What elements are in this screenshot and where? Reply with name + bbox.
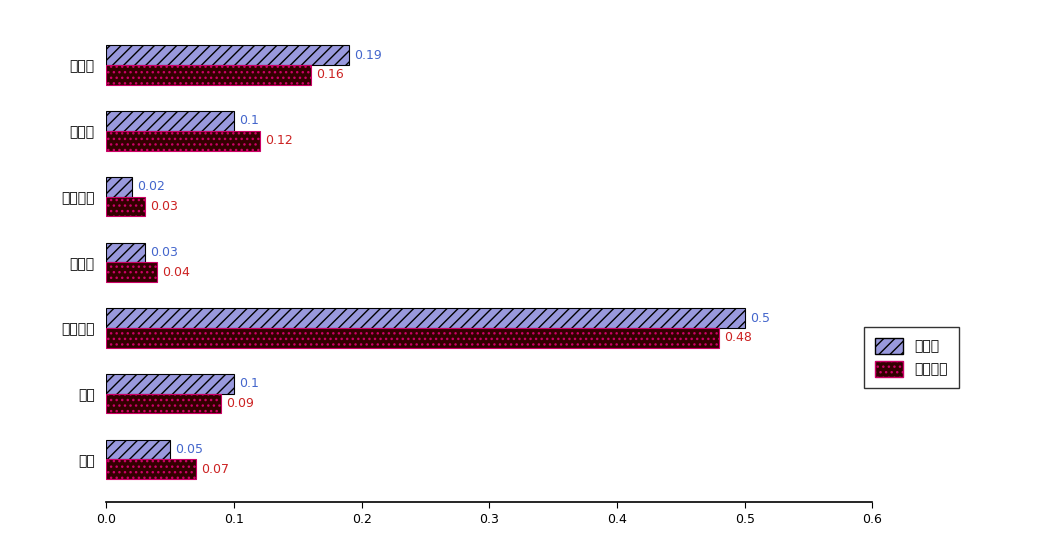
Text: 0.48: 0.48 <box>725 331 752 344</box>
Text: 0.03: 0.03 <box>150 246 178 259</box>
Bar <box>106 131 260 151</box>
Text: 0.03: 0.03 <box>150 200 178 213</box>
Bar <box>106 45 349 65</box>
Bar <box>106 243 145 262</box>
Text: 0.04: 0.04 <box>163 266 190 278</box>
Bar <box>106 111 234 131</box>
Bar <box>106 328 719 348</box>
Text: 0.02: 0.02 <box>137 180 165 193</box>
Text: 0.19: 0.19 <box>354 49 382 62</box>
Legend: 에너지, 온실가스: 에너지, 온실가스 <box>864 327 959 388</box>
Text: 0.07: 0.07 <box>201 463 229 476</box>
Text: 0.16: 0.16 <box>316 69 344 81</box>
Bar <box>106 374 234 394</box>
Bar <box>106 440 170 459</box>
Text: 0.05: 0.05 <box>176 443 203 456</box>
Text: 0.5: 0.5 <box>750 311 770 325</box>
Bar <box>106 308 745 328</box>
Bar <box>106 394 221 413</box>
Text: 0.09: 0.09 <box>227 397 254 410</box>
Bar <box>106 65 311 85</box>
Text: 0.1: 0.1 <box>239 114 259 127</box>
Bar <box>106 459 196 479</box>
Bar <box>106 196 145 217</box>
Text: 0.1: 0.1 <box>239 377 259 391</box>
Bar <box>106 177 132 196</box>
Bar <box>106 262 157 282</box>
Text: 0.12: 0.12 <box>265 134 293 147</box>
